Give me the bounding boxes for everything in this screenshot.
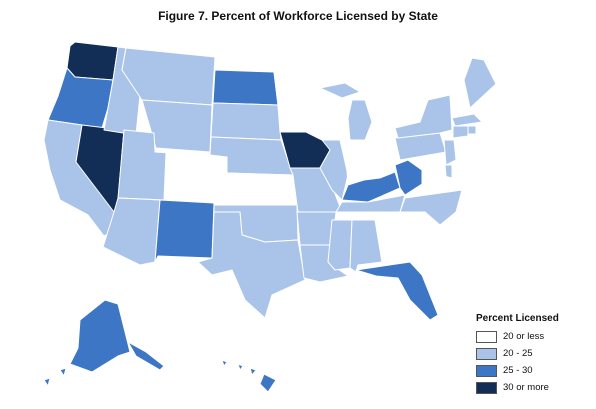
alaska-panhandle[interactable] [127, 341, 165, 371]
legend-item-4: 30 or more [476, 379, 586, 396]
state-kansas[interactable] [226, 172, 298, 206]
state-north-carolina[interactable] [399, 189, 463, 226]
state-florida[interactable] [355, 261, 439, 321]
legend-swatch [476, 330, 497, 343]
state-kentucky[interactable] [341, 171, 401, 203]
state-georgia[interactable] [374, 211, 419, 263]
aleutian-islands[interactable] [43, 367, 67, 387]
legend-swatch [476, 347, 497, 360]
state-maryland[interactable] [407, 153, 447, 177]
legend: Percent Licensed 20 or less 20 - 25 25 -… [476, 313, 586, 396]
state-rhode-island[interactable] [467, 125, 477, 135]
state-new-york[interactable] [394, 94, 453, 139]
state-connecticut[interactable] [452, 125, 469, 139]
state-illinois[interactable] [319, 139, 349, 201]
legend-title: Percent Licensed [476, 313, 559, 324]
state-michigan[interactable] [319, 82, 373, 141]
state-oregon[interactable] [47, 67, 114, 129]
state-south-dakota[interactable] [210, 102, 282, 141]
hawaii-inset [221, 359, 277, 393]
map-title: Figure 7. Percent of Workforce Licensed … [158, 9, 438, 23]
state-alaska[interactable] [69, 299, 131, 373]
legend-item-3: 25 - 30 [476, 362, 586, 379]
legend-swatch [476, 381, 497, 394]
contiguous-states [43, 41, 497, 321]
state-mississippi[interactable] [327, 219, 353, 271]
state-indiana[interactable] [344, 142, 365, 186]
state-tennessee[interactable] [335, 194, 406, 213]
state-maine[interactable] [463, 57, 497, 109]
state-new-hampshire[interactable] [457, 79, 471, 117]
legend-item-2: 20 - 25 [476, 345, 586, 362]
state-washington[interactable] [66, 41, 119, 81]
state-new-jersey[interactable] [443, 139, 457, 166]
state-ohio[interactable] [361, 137, 396, 179]
state-new-mexico[interactable] [154, 199, 215, 263]
state-north-dakota[interactable] [212, 69, 279, 106]
legend-item-1: 20 or less [476, 328, 586, 345]
state-massachusetts[interactable] [451, 113, 483, 127]
legend-label: 20 or less [503, 331, 545, 342]
alaska-inset [43, 299, 165, 387]
state-texas[interactable] [197, 211, 306, 319]
legend-label: 20 - 25 [503, 348, 533, 359]
legend-label: 30 or more [503, 382, 549, 393]
state-hawaii[interactable] [221, 359, 277, 393]
legend-label: 25 - 30 [503, 365, 533, 376]
legend-swatch [476, 364, 497, 377]
state-alabama[interactable] [349, 219, 383, 273]
state-colorado[interactable] [163, 152, 228, 206]
state-wisconsin[interactable] [303, 89, 341, 141]
